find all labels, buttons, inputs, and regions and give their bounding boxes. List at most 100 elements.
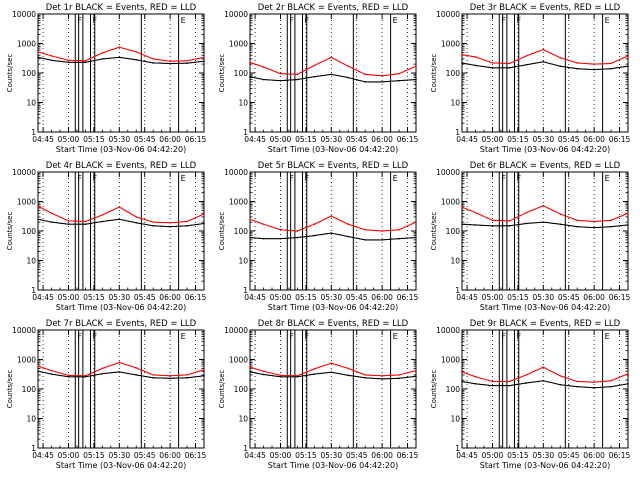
y-axis-title: Counts/sec bbox=[6, 212, 14, 251]
events-data-point bbox=[313, 234, 316, 237]
x-tick-label: 06:15 bbox=[185, 135, 207, 144]
events-data-point bbox=[415, 375, 417, 378]
marker-label: F bbox=[305, 174, 310, 183]
lld-data-point bbox=[118, 361, 121, 364]
events-data-point bbox=[37, 218, 39, 221]
x-tick-label: 06:15 bbox=[397, 135, 419, 144]
events-data-point bbox=[203, 375, 205, 377]
lld-data-point bbox=[118, 46, 121, 48]
events-data-point bbox=[118, 56, 121, 59]
events-data-point bbox=[559, 65, 562, 68]
detector-panel: Det 1r BLACK = Events, RED = LLD 1 10 100 10… bbox=[6, 3, 207, 154]
lld-data-point bbox=[461, 206, 463, 208]
lld-data-point bbox=[135, 367, 138, 369]
x-tick-label: 04:45 bbox=[244, 135, 266, 144]
marker-label: E bbox=[605, 332, 610, 341]
lld-data-point bbox=[542, 204, 545, 207]
detector-panel: Det 5r BLACK = Events, RED = LLD 1 10 100 10… bbox=[218, 161, 419, 312]
lld-data-point bbox=[627, 55, 629, 57]
marker-label: E bbox=[181, 16, 186, 25]
events-data-point bbox=[593, 386, 595, 389]
x-tick-label: 06:15 bbox=[609, 135, 631, 144]
y-tick-label: 10000 bbox=[436, 10, 460, 19]
plot-frame bbox=[249, 329, 417, 449]
marker-label: F bbox=[93, 16, 98, 25]
events-data-point bbox=[330, 232, 333, 234]
y-tick-label: 10000 bbox=[224, 10, 248, 19]
x-tick-label: 05:00 bbox=[482, 135, 504, 144]
lld-series-line bbox=[461, 366, 629, 383]
events-data-point bbox=[542, 221, 545, 223]
events-series-line bbox=[249, 371, 417, 380]
lld-series-line bbox=[37, 205, 205, 224]
lld-data-point bbox=[593, 220, 595, 223]
events-data-point bbox=[415, 78, 417, 81]
y-tick-label: 1000 bbox=[17, 40, 36, 49]
panel-title: Det 2r BLACK = Events, RED = LLD bbox=[258, 3, 409, 13]
lld-data-point bbox=[576, 219, 578, 222]
marker-label: F bbox=[93, 332, 98, 341]
lld-data-point bbox=[135, 51, 138, 53]
lld-data-point bbox=[186, 220, 188, 223]
events-data-point bbox=[525, 382, 528, 384]
events-data-point bbox=[37, 56, 39, 59]
marker-label: E bbox=[393, 332, 398, 341]
y-tick-label: 1 bbox=[243, 286, 248, 295]
lld-data-point bbox=[610, 219, 612, 222]
marker-label: F bbox=[517, 174, 522, 183]
events-data-point bbox=[525, 222, 528, 225]
x-axis-title: Start Time (03-Nov-06 04:42:20) bbox=[480, 461, 610, 470]
lld-data-point bbox=[169, 375, 171, 377]
events-data-point bbox=[169, 225, 171, 228]
panel-title: Det 7r BLACK = Events, RED = LLD bbox=[46, 319, 197, 329]
events-data-point bbox=[50, 373, 53, 375]
detector-panel: Det 2r BLACK = Events, RED = LLD 1 10 100 10… bbox=[218, 3, 419, 154]
events-data-point bbox=[67, 375, 70, 378]
lld-data-point bbox=[627, 372, 629, 375]
events-data-point bbox=[296, 375, 299, 378]
y-tick-label: 100 bbox=[446, 227, 461, 236]
events-data-point bbox=[186, 225, 188, 227]
detector-panel: Det 8r BLACK = Events, RED = LLD 1 10 100 10… bbox=[218, 319, 419, 470]
x-tick-label: 05:45 bbox=[346, 293, 368, 302]
events-data-point bbox=[627, 65, 629, 68]
lld-data-point bbox=[50, 55, 53, 57]
events-data-point bbox=[461, 223, 463, 226]
lld-data-point bbox=[491, 380, 494, 383]
lld-data-point bbox=[101, 214, 104, 216]
lld-data-point bbox=[67, 220, 70, 222]
interval-band bbox=[502, 171, 508, 291]
lld-data-point bbox=[398, 72, 400, 75]
events-data-point bbox=[398, 79, 400, 82]
lld-data-point bbox=[525, 211, 528, 214]
lld-data-point bbox=[67, 59, 70, 62]
events-data-point bbox=[398, 237, 400, 240]
lld-data-point bbox=[381, 75, 383, 77]
y-tick-label: 100 bbox=[234, 69, 249, 78]
lld-data-point bbox=[559, 56, 562, 59]
events-data-point bbox=[135, 221, 138, 224]
lld-data-point bbox=[542, 48, 545, 51]
y-axis-title: Counts/sec bbox=[6, 54, 14, 93]
lld-data-point bbox=[593, 63, 595, 65]
events-data-point bbox=[50, 59, 53, 62]
lld-data-point bbox=[330, 56, 333, 59]
lld-data-point bbox=[461, 371, 463, 373]
x-tick-label: 05:45 bbox=[346, 135, 368, 144]
events-data-point bbox=[330, 73, 333, 76]
events-data-point bbox=[203, 222, 205, 225]
y-tick-label: 1 bbox=[455, 128, 460, 137]
x-tick-label: 05:15 bbox=[507, 293, 529, 302]
lld-data-point bbox=[37, 365, 39, 367]
x-tick-label: 05:30 bbox=[532, 451, 554, 460]
events-data-point bbox=[50, 221, 53, 223]
events-data-point bbox=[508, 384, 511, 387]
events-data-point bbox=[525, 63, 528, 66]
events-data-point bbox=[296, 236, 299, 239]
lld-data-point bbox=[593, 381, 595, 384]
y-tick-label: 10000 bbox=[12, 10, 36, 19]
lld-data-point bbox=[381, 375, 383, 377]
lld-data-point bbox=[398, 228, 400, 231]
lld-data-point bbox=[313, 368, 316, 370]
lld-series-line bbox=[37, 361, 205, 377]
